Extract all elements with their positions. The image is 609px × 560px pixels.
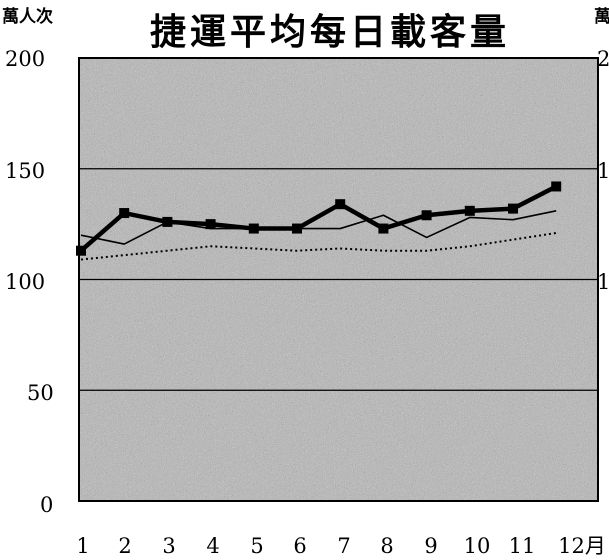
x-tick-label: 12月 (558, 534, 606, 558)
series-1-marker (464, 205, 475, 216)
series-1-marker (119, 208, 130, 219)
x-tick-label: 5 (250, 534, 263, 558)
x-tick-label: 6 (293, 534, 306, 558)
y-tick-label: 0 (40, 493, 53, 517)
y-axis-unit-label: 萬人次 (2, 6, 53, 27)
x-tick-label: 3 (162, 534, 175, 558)
right-axis-tick-fragment: 1 (597, 270, 609, 294)
series-1-marker (292, 223, 302, 234)
series-1-marker (421, 210, 432, 221)
series-line-2 (80, 210, 557, 245)
right-axis-unit-fragment: 萬 (594, 6, 609, 27)
series-1-marker (508, 203, 518, 214)
y-tick-label: 150 (5, 159, 45, 183)
x-tick-label: 8 (380, 534, 393, 558)
series-1-marker (248, 223, 259, 234)
series-1-marker (335, 199, 346, 210)
series-1-marker (76, 245, 86, 256)
right-axis-tick-fragment: 1 (597, 159, 609, 183)
y-tick-label: 50 (27, 381, 54, 405)
y-tick-label: 200 (5, 47, 45, 71)
x-tick-label: 1 (76, 534, 89, 558)
series-line-1 (79, 184, 558, 253)
series-layer (76, 181, 562, 261)
y-tick-label: 100 (5, 270, 45, 294)
x-tick-label: 4 (206, 534, 219, 558)
right-axis-tick-fragment: 2 (597, 47, 609, 71)
x-tick-label: 9 (424, 534, 437, 558)
series-1-marker (378, 223, 389, 234)
gridlines (79, 168, 598, 391)
chart-title: 捷運平均每日載客量 (150, 11, 510, 53)
x-tick-label: 7 (337, 534, 350, 558)
series-1-marker (162, 216, 173, 227)
x-tick-label: 10 (464, 534, 491, 558)
x-tick-label: 11 (509, 534, 536, 558)
x-tick-label: 2 (118, 534, 131, 558)
series-1-marker (205, 219, 216, 230)
series-1-marker (551, 181, 562, 192)
